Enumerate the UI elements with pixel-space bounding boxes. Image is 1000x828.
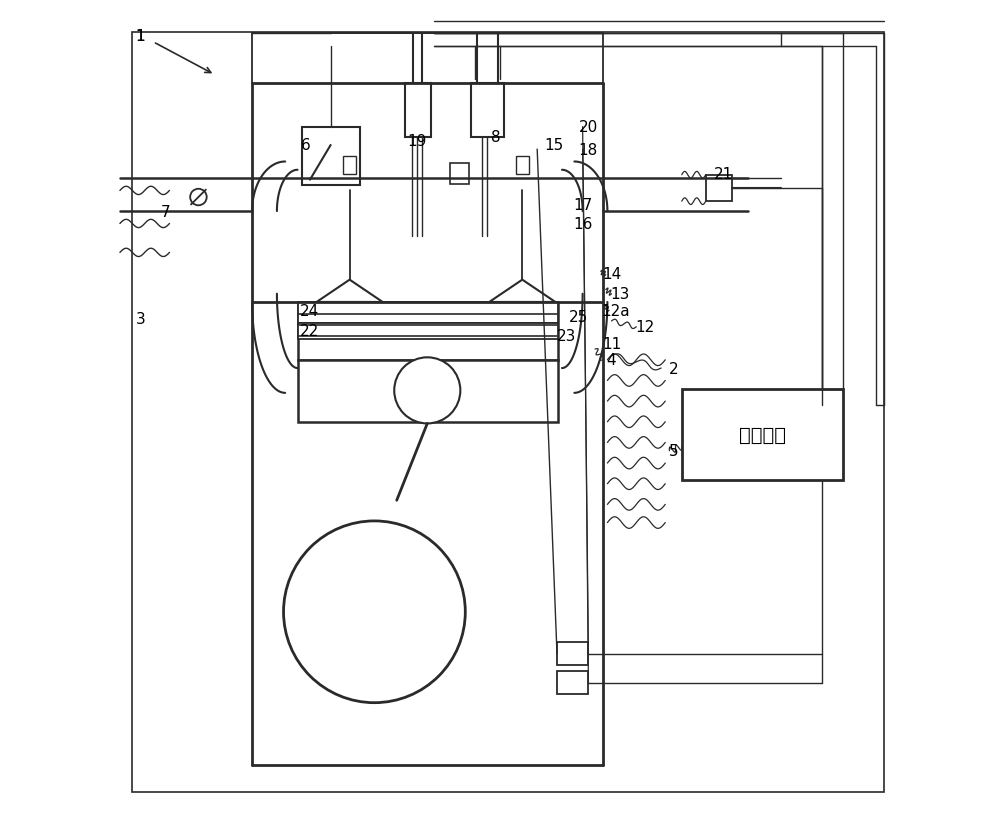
Text: 12: 12	[635, 320, 654, 335]
Text: 1: 1	[136, 28, 145, 44]
Circle shape	[284, 522, 465, 703]
Text: 24: 24	[300, 303, 320, 318]
Text: 19: 19	[408, 134, 427, 149]
Text: 12a: 12a	[601, 303, 630, 318]
Polygon shape	[489, 281, 555, 302]
Bar	[298, 302, 558, 323]
Circle shape	[394, 358, 460, 424]
Bar	[557, 672, 588, 695]
Text: 4: 4	[607, 353, 616, 368]
Text: 1: 1	[136, 28, 145, 44]
Text: 11: 11	[602, 336, 621, 351]
Text: 16: 16	[573, 217, 592, 232]
Bar	[706, 176, 732, 202]
Text: 控制单元: 控制单元	[739, 425, 786, 444]
Text: 8: 8	[491, 130, 501, 145]
Text: 14: 14	[602, 267, 621, 282]
Bar	[298, 360, 558, 422]
Bar	[343, 156, 356, 175]
Bar	[405, 84, 431, 137]
Text: 20: 20	[579, 120, 598, 135]
Text: 13: 13	[610, 286, 629, 302]
Text: 6: 6	[301, 138, 311, 153]
Bar	[298, 302, 558, 360]
Polygon shape	[317, 281, 383, 302]
Bar	[302, 128, 360, 185]
Text: 18: 18	[579, 142, 598, 157]
Text: 7: 7	[161, 205, 170, 219]
Bar	[682, 389, 843, 480]
Text: 17: 17	[573, 198, 592, 213]
Text: 15: 15	[544, 138, 563, 153]
Text: 3: 3	[136, 311, 145, 326]
Text: 22: 22	[300, 324, 320, 339]
Bar	[450, 164, 469, 185]
Text: 23: 23	[556, 328, 576, 343]
Bar	[516, 156, 529, 175]
Text: 25: 25	[569, 309, 588, 324]
Text: 2: 2	[669, 361, 678, 376]
Circle shape	[190, 190, 207, 206]
Bar	[471, 84, 504, 137]
Text: 5: 5	[669, 444, 678, 459]
Text: 21: 21	[713, 167, 733, 182]
Bar	[298, 323, 558, 339]
Bar	[557, 643, 588, 666]
